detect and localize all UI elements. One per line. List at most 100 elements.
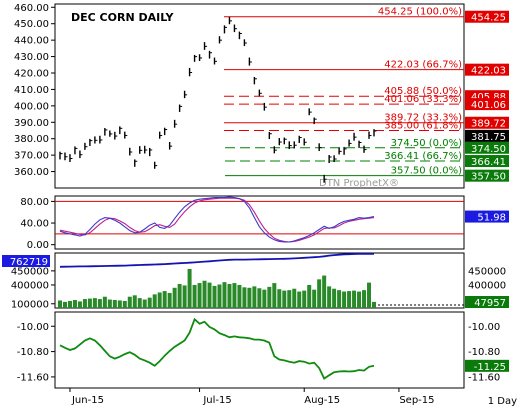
volume-bar [147,297,152,308]
chart-title: DEC CORN DAILY [71,11,175,24]
volume-bar [132,295,137,308]
volume-bar [267,286,272,308]
volume-bar [222,282,227,308]
volume-bar [272,283,277,308]
x-axis-tick-label: Jun-15 [71,395,104,406]
spread-panel-frame [54,311,465,389]
volume-bar [262,289,267,308]
fib-level-tag-box [465,169,509,182]
stoch-axis-tick-label: 40.00 [20,219,49,230]
fib-level-label: 357.50 (0.0%) [391,166,462,177]
volume-bar [312,289,317,308]
price-axis-tick-label: 420.00 [14,69,49,80]
volume-bar [307,284,312,308]
fib-level-tag-box [465,116,509,129]
volume-bar [357,291,362,308]
volume-bar [92,298,97,308]
stoch-axis-tick-label: 80.00 [20,197,49,208]
stochastic-panel: 80.00 40.00 0.00 51.98 [20,196,509,251]
volume-bar [317,279,322,308]
volume-panel: 4500004000001000004500004000001000007627… [2,252,509,310]
fib-level-label: 374.50 (0.0%) [391,138,462,149]
volume-bar [287,290,292,308]
fib-level-tag: 366.41 [471,157,506,168]
x-axis-tick-label: Sep-15 [399,395,434,406]
fib-level-tag-box [465,98,509,111]
volume-bar [172,287,177,308]
price-panel-frame [54,3,465,189]
volume-right-tick-label: 450000 [468,266,506,277]
volume-bar [127,296,132,308]
fib-level-tag-box [465,10,509,23]
volume-bar [152,294,157,308]
fib-level-tag: 422.03 [471,66,506,77]
fib-level-tag: 401.06 [471,100,506,111]
volume-bar [142,299,147,308]
spread-right-tick-label: -11.60 [468,372,500,383]
volume-bar [247,287,252,308]
volume-bar [107,299,112,308]
volume-bar [337,290,342,308]
fib-level-label: 389.72 (33.3%) [384,113,462,124]
fib-level-label: 401.06 (33.3%) [384,94,462,105]
volume-bar [162,291,167,308]
fib-level-tag: 374.50 [471,144,506,155]
fib-level-tag: 454.25 [471,13,506,24]
stochastic-panel-frame [54,195,465,250]
price-last-tag: 381.75 [471,132,506,143]
volume-bar [197,283,202,308]
x-axis: Jun-15 Jul-15 Aug-15 Sep-15 [69,388,435,406]
volume-bar [367,282,372,308]
fib-level-tag-box [465,141,509,154]
stoch-axis-tick-label: 0.00 [27,240,49,251]
volume-axis-tick-label: 450000 [11,266,49,277]
price-axis-tick-label: 400.00 [14,101,49,112]
volume-bar [62,301,67,308]
spread-axis-tick-label: -10.80 [17,347,49,358]
price-axis-tick-label: 360.00 [14,167,49,178]
volume-bar [122,300,127,308]
volume-bar [97,299,102,308]
volume-bar [327,286,332,308]
price-axis-tick-label: 440.00 [14,36,49,47]
fib-level-tag: 357.50 [471,172,506,183]
spread-panel: -10.00-10.80-11.60-10.00-10.80-11.60-11.… [17,317,509,383]
volume-bar [67,300,72,308]
price-axis-tick-label: 380.00 [14,134,49,145]
stoch-d-line [59,197,375,243]
x-axis-tick-label: Aug-15 [304,395,340,406]
spread-last-tag: -11.25 [474,362,506,373]
volume-bar [187,268,192,308]
watermark: DTN ProphetX® [319,178,399,189]
price-axis-tick-label: 370.00 [14,151,49,162]
volume-bar [72,300,77,308]
price-last-tag-box [465,129,509,142]
timeframe-label: 1 Day [488,396,517,407]
volume-bar [282,290,287,308]
price-panel: 460.00 450.00 440.00 430.00 420.00 410.00 400.… [14,3,509,183]
volume-bar [82,299,87,308]
volume-bar [112,300,117,308]
fib-level-tag: 389.72 [471,119,506,130]
volume-bar [257,288,262,308]
fib-level-tag-box [465,155,509,168]
volume-bar [372,301,376,308]
volume-bar [277,289,282,308]
volume-bar [362,290,367,308]
volume-bar [242,287,247,308]
volume-bar [227,284,232,308]
open-interest-line [59,252,374,268]
volume-bar [347,291,352,308]
volume-bar [137,298,142,308]
volume-bar [87,298,92,308]
fib-level-label: 385.00 (61.8%) [384,121,462,132]
spread-axis-tick-label: -11.60 [17,372,49,383]
volume-bar [207,282,212,308]
fib-level-tag-box [465,63,509,76]
volume-axis-tick-label: 400000 [11,280,49,291]
volume-bar [182,285,187,308]
volume-bar [322,275,327,308]
